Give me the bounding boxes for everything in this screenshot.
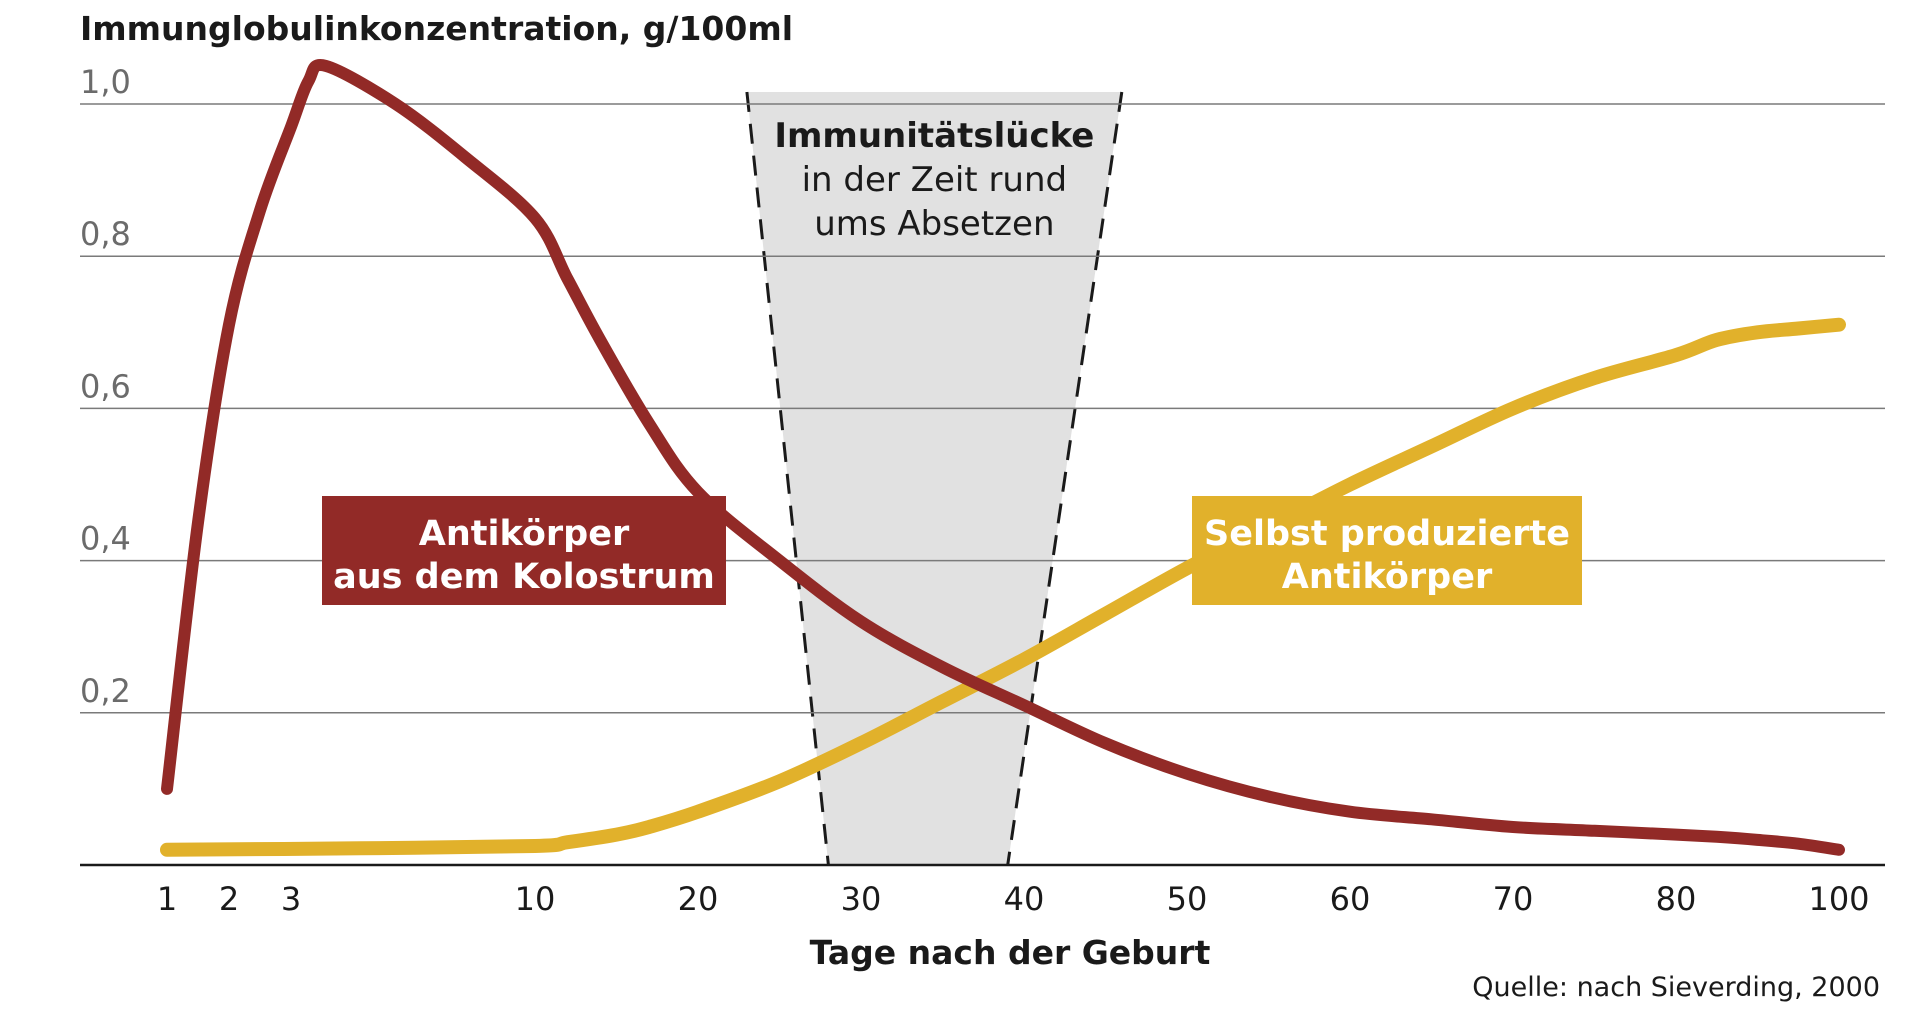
y-tick-label: 0,6 (80, 367, 131, 405)
series-label-selbst-line1: Selbst produzierte (1204, 514, 1570, 554)
y-tick-labels: 0,2 0,4 0,6 0,8 1,0 (80, 63, 131, 710)
x-axis-label: Tage nach der Geburt (810, 933, 1211, 972)
y-tick-label: 1,0 (80, 63, 131, 101)
immunity-gap-right-border (1006, 91, 1124, 866)
immunity-gap-title: Immunitätslücke (774, 116, 1094, 156)
series-line-antikoerper-kolostrum (161, 59, 1845, 856)
x-tick-label: 1 (157, 880, 177, 918)
x-tick-label: 50 (1167, 880, 1208, 918)
x-tick-label: 60 (1330, 880, 1371, 918)
y-tick-label: 0,8 (80, 215, 131, 253)
immunity-gap-text-line1: in der Zeit rund (802, 160, 1068, 200)
grid-lines (80, 103, 1885, 714)
y-tick-label: 0,4 (80, 520, 131, 558)
x-tick-label: 10 (515, 880, 556, 918)
series-line-selbst-produzierte-antikoerper (160, 317, 1846, 857)
series-label-selbst-line2: Antikörper (1282, 557, 1493, 597)
x-tick-label: 70 (1493, 880, 1534, 918)
x-tick-label: 3 (281, 880, 301, 918)
immunity-gap-area (746, 92, 1122, 865)
series-label-kolostrum-line1: Antikörper (419, 514, 630, 554)
x-tick-label: 100 (1808, 880, 1869, 918)
x-tick-label: 80 (1656, 880, 1697, 918)
x-tick-label: 30 (841, 880, 882, 918)
source-note: Quelle: nach Sieverding, 2000 (1472, 972, 1880, 1003)
series-label-kolostrum-line2: aus dem Kolostrum (333, 557, 715, 597)
series-label-box-selbst (1192, 496, 1582, 605)
x-tick-label: 40 (1004, 880, 1045, 918)
x-tick-label: 20 (678, 880, 719, 918)
immunity-gap (745, 91, 1124, 866)
y-axis-label: Immunglobulinkonzentration, g/100ml (80, 9, 793, 48)
series-label-box-kolostrum (322, 496, 726, 605)
y-tick-label: 0,2 (80, 672, 131, 710)
x-tick-label: 2 (219, 880, 239, 918)
x-tick-labels: 1 2 3 10 20 30 40 50 60 70 80 100 (157, 880, 1870, 918)
immunity-gap-left-border (745, 91, 830, 866)
immunity-gap-text-line2: ums Absetzen (814, 204, 1054, 244)
